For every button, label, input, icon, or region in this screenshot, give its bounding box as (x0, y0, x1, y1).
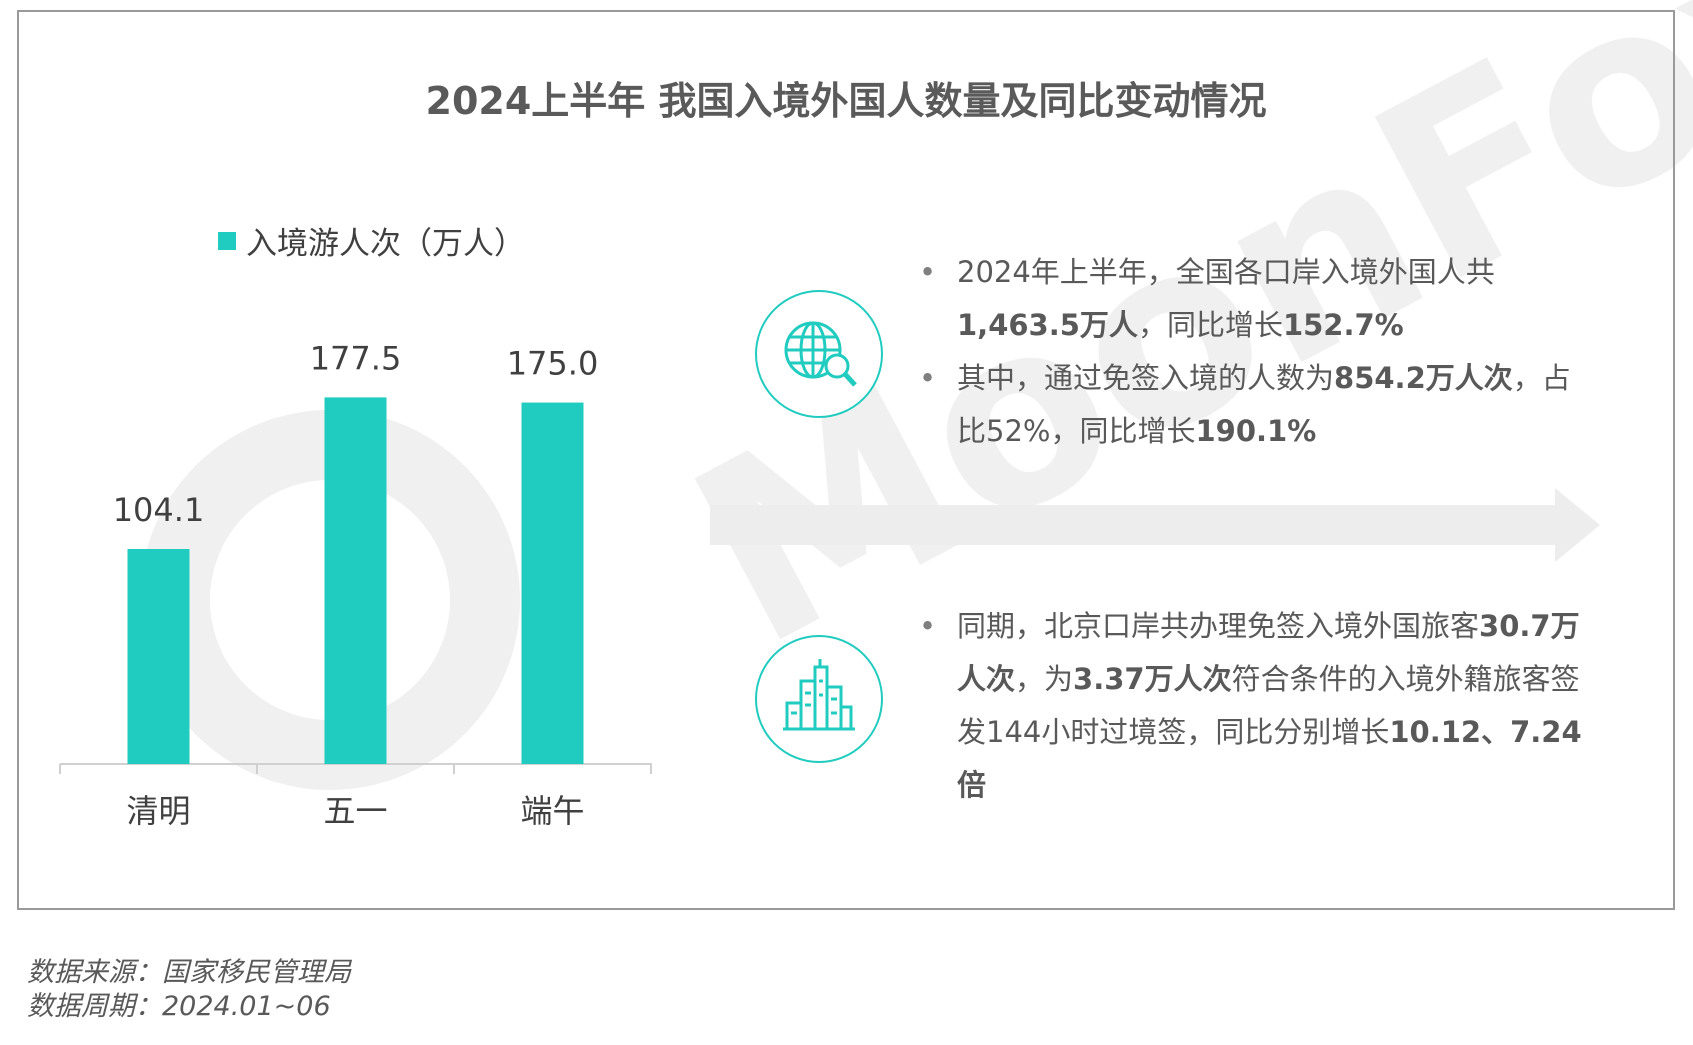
bullet-text: 符合条件的入境外籍旅客签发144小时过境签，同比分别增长 (957, 662, 1580, 749)
data-period: 数据周期：2024.01~06 (27, 991, 331, 1022)
bullet-text: 同期，北京口岸共办理免签入境外国旅客 (957, 609, 1480, 643)
bar-端午 (521, 402, 584, 764)
bullet-highlight: 30.7万人次 (957, 609, 1580, 696)
bullet-highlight: 190.1% (1195, 414, 1317, 448)
bullet-visa-free: • 其中，通过免签入境的人数为854.2万人次，占比52%，同比增长190.1% (919, 352, 1577, 458)
bullet-dot: • (919, 609, 937, 643)
bullet-dot: • (919, 361, 937, 395)
legend-swatch (218, 231, 236, 250)
bullet-text: ，为 (1015, 662, 1074, 696)
bullet-inbound-total: • 2024年上半年，全国各口岸入境外国人共 1,463.5万人，同比增长152.… (919, 246, 1577, 352)
figure-frame (17, 10, 1675, 910)
page-title: 2024上半年 我国入境外国人数量及同比变动情况 (425, 79, 1267, 123)
data-label: 175.0 (507, 345, 599, 383)
legend-label: 入境游人次（万人） (246, 226, 525, 262)
data-source: 数据来源：国家移民管理局 (27, 957, 351, 988)
bullet-highlight: 1,463.5万人 (957, 308, 1138, 342)
bullet-text: 2024年上半年，全国各口岸入境外国人共 (957, 255, 1495, 289)
bullet-text: ，同比增长 (1137, 308, 1283, 342)
bullet-text: 其中，通过免签入境的人数为 (957, 361, 1335, 395)
bullet-highlight: 854.2万人次 (1334, 361, 1513, 395)
bullet-highlight: 3.37万人次 (1073, 662, 1232, 696)
data-label: 104.1 (113, 491, 205, 529)
x-tick-label: 清明 (126, 792, 190, 830)
bullet-beijing-port: • 同期，北京口岸共办理免签入境外国旅客30.7万人次，为3.37万人次符合条件… (919, 600, 1597, 812)
x-tick-label: 五一 (323, 792, 387, 830)
bullet-highlight: 10.12、7.24倍 (957, 715, 1582, 802)
city-buildings-icon (755, 635, 883, 763)
x-tick-label: 端午 (520, 792, 584, 830)
bar-五一 (324, 397, 387, 764)
bar-清明 (127, 549, 190, 764)
data-label: 177.5 (310, 339, 402, 377)
chart-legend: 入境游人次（万人） (218, 218, 525, 263)
globe-search-icon (755, 290, 883, 418)
bullet-text: ，占比52%，同比增长 (957, 361, 1571, 448)
bullet-dot: • (919, 255, 937, 289)
bullet-highlight: 152.7% (1282, 308, 1404, 342)
